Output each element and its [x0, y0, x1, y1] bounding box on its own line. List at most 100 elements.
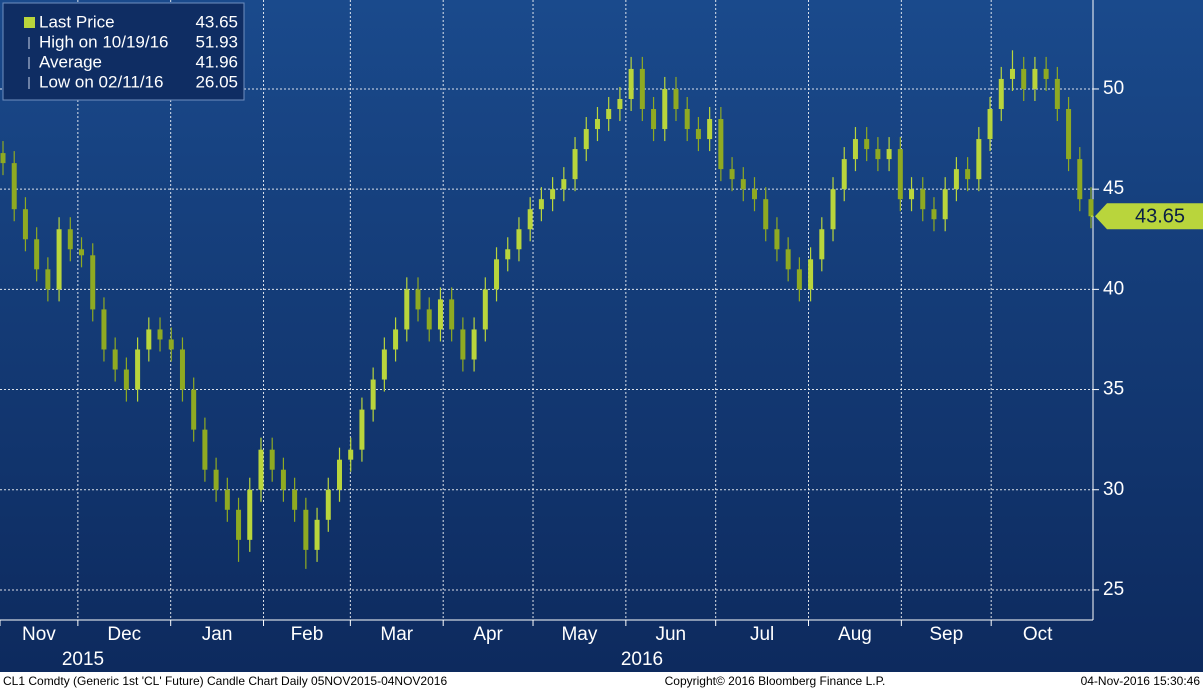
candle-body: [224, 489, 230, 510]
candle-body: [460, 329, 466, 360]
candle-body: [774, 229, 780, 250]
legend-name: High on 10/19/16: [39, 32, 169, 51]
candle-body: [348, 449, 354, 460]
legend-name: Average: [39, 52, 102, 71]
x-tick-label: Nov: [22, 624, 56, 645]
candle-body: [67, 229, 73, 250]
footer-center: Copyright© 2016 Bloomberg Finance L.P.: [665, 674, 886, 688]
candle-body: [247, 489, 253, 540]
y-tick-label: 25: [1103, 579, 1124, 600]
x-tick-label: Aug: [838, 624, 872, 645]
candle-body: [763, 199, 769, 230]
candle-body: [931, 209, 937, 220]
candle-body: [1043, 68, 1049, 79]
candle-body: [381, 349, 387, 380]
candle-body: [426, 309, 432, 330]
candle-body: [336, 459, 342, 490]
candle-body: [112, 349, 118, 370]
candle-body: [987, 109, 993, 140]
candle-body: [314, 519, 320, 550]
footer: CL1 Comdty (Generic 1st 'CL' Future) Can…: [3, 674, 1200, 688]
candle-body: [157, 329, 163, 340]
candle-body: [202, 429, 208, 470]
candle-body: [1066, 109, 1072, 160]
candle-body: [550, 189, 556, 200]
y-tick-label: 40: [1103, 278, 1124, 299]
legend-value: 43.65: [195, 12, 238, 31]
candle-body: [79, 249, 85, 256]
footer-bar: [0, 672, 1203, 690]
candle-body: [22, 209, 28, 240]
legend-name: Last Price: [39, 12, 115, 31]
legend: Last Price 43.65 High on 10/19/16 51.93 Aver…: [2, 2, 245, 101]
candle-body: [303, 509, 309, 550]
candle-body: [852, 139, 858, 160]
candle-body: [370, 379, 376, 410]
candle-body: [718, 119, 724, 170]
background: [0, 0, 1203, 672]
candle-body: [168, 339, 174, 350]
candle-body: [707, 119, 713, 140]
x-tick-label: Oct: [1023, 624, 1053, 645]
legend-swatch: [24, 17, 35, 28]
candle-body: [437, 299, 443, 330]
grid: [0, 0, 1093, 620]
candle-body: [796, 269, 802, 290]
candle-body: [864, 139, 870, 150]
candle-body: [583, 129, 589, 150]
candle-body: [965, 169, 971, 180]
candle-body: [45, 269, 51, 290]
candle-body: [740, 179, 746, 190]
candle-body: [830, 189, 836, 230]
candle-body: [617, 98, 623, 110]
legend-box: [2, 2, 245, 101]
candle-body: [258, 449, 264, 490]
candle-body: [191, 389, 197, 430]
candle-body: [482, 289, 488, 330]
candle-body: [841, 159, 847, 190]
candle-body: [101, 309, 107, 350]
candle-body: [415, 289, 421, 310]
candle-body: [516, 229, 522, 250]
candle-body: [684, 109, 690, 130]
candle-body: [325, 489, 331, 520]
legend-value: 41.96: [195, 52, 238, 71]
candle-body: [808, 259, 814, 290]
x-tick-label: Apr: [473, 624, 503, 645]
candle-body: [538, 199, 544, 210]
x-tick-label: Jul: [750, 624, 774, 645]
candle-body: [527, 209, 533, 230]
candle-body: [662, 88, 668, 130]
x-tick-label: Jan: [202, 624, 233, 645]
candle-body: [179, 349, 185, 390]
last-price-label: 43.65: [1135, 205, 1185, 227]
y-tick-label: 45: [1103, 178, 1124, 199]
candle-body: [269, 449, 275, 470]
candle-body: [695, 129, 701, 140]
candle-body: [1088, 199, 1094, 217]
candle-body: [135, 349, 141, 390]
candle-body: [886, 149, 892, 160]
candle-body: [146, 329, 152, 350]
candle-body: [236, 509, 242, 540]
candle-body: [1032, 68, 1038, 89]
candle-body: [606, 109, 612, 120]
candle-body: [213, 469, 219, 490]
candle-body: [998, 78, 1004, 110]
candle-body: [897, 149, 903, 200]
candle-body: [920, 189, 926, 210]
candle-body: [471, 329, 477, 360]
candle-body: [123, 369, 129, 390]
x-tick-label: Sep: [929, 624, 963, 645]
candle-body: [404, 289, 410, 330]
candle-body: [505, 249, 511, 260]
candle-body: [449, 299, 455, 330]
candle-body: [1054, 78, 1060, 110]
candle-body: [494, 259, 500, 290]
candle-body: [56, 229, 62, 290]
candle-body: [292, 489, 298, 510]
candle-body: [785, 249, 791, 270]
candle-body: [11, 163, 17, 210]
candle-body: [819, 229, 825, 260]
